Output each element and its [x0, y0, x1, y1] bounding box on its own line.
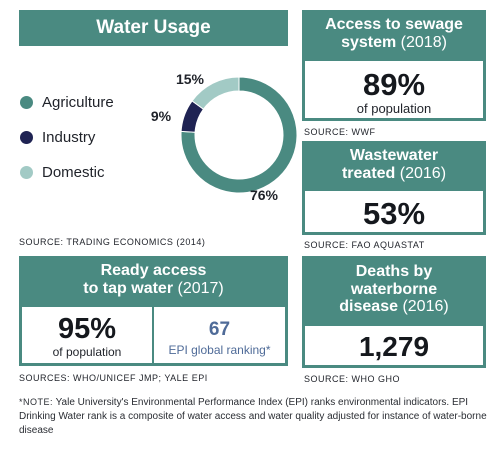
legend-item-domestic: Domestic	[20, 164, 114, 181]
wastewater-value: 53%	[362, 196, 426, 231]
water-usage-header: Water Usage	[19, 10, 288, 46]
tap-water-access-cell: 95% of population	[22, 307, 154, 363]
wastewater-title-main: Wastewater treated	[341, 146, 439, 182]
legend-item-industry: Industry	[20, 129, 114, 146]
tap-water-source: SOURCES: WHO/UNICEF JMP; YALE EPI	[19, 373, 208, 383]
footnote: *NOTE: Yale University's Environmental P…	[19, 395, 487, 438]
wastewater-value-box: 53%	[302, 188, 486, 235]
water-usage-donut-chart: 76% 9% 15%	[151, 71, 298, 203]
tap-water-title-line2: to tap water	[83, 280, 174, 297]
sewage-title: Access to sewage system (2018)	[302, 16, 486, 52]
donut-slice-domestic	[191, 76, 240, 110]
tap-water-ranking-cell: 67 EPI global ranking*	[154, 307, 285, 363]
water-usage-title: Water Usage	[96, 17, 211, 38]
wastewater-title-year: (2016)	[399, 164, 447, 182]
wastewater-source: SOURCE: FAO AQUASTAT	[304, 240, 425, 250]
deaths-value-box: 1,279	[302, 323, 486, 368]
sewage-title-year: (2018)	[400, 34, 447, 51]
deaths-title-line3-wrap: disease (2016)	[339, 298, 448, 316]
tap-water-title: Ready access to tap water (2017)	[83, 262, 224, 298]
wastewater-header: Wastewater treated (2016)	[302, 141, 486, 188]
donut-slice-agriculture	[180, 76, 298, 194]
deaths-title-line1: Deaths by	[355, 262, 433, 280]
legend-swatch-domestic	[20, 166, 33, 179]
tap-water-ranking-label: EPI global ranking*	[168, 343, 271, 357]
legend-swatch-industry	[20, 131, 33, 144]
legend-label-domestic: Domestic	[42, 164, 105, 181]
sewage-sub: of population	[356, 101, 432, 116]
legend-label-agriculture: Agriculture	[42, 94, 114, 111]
deaths-title-line2: waterborne	[350, 280, 438, 298]
tap-water-value: 95%	[57, 313, 117, 345]
deaths-title-line3: disease	[339, 298, 398, 316]
tap-water-title-line2-wrap: to tap water (2017)	[83, 280, 224, 298]
tap-water-title-year: (2017)	[177, 280, 224, 297]
legend-swatch-agriculture	[20, 96, 33, 109]
footnote-text: Yale University's Environmental Performa…	[19, 397, 487, 436]
water-usage-source: SOURCE: TRADING ECONOMICS (2014)	[19, 237, 206, 247]
donut-label-agriculture: 76%	[250, 187, 279, 203]
tap-water-sub: of population	[52, 345, 122, 359]
deaths-header: Deaths by waterborne disease (2016)	[302, 256, 486, 323]
donut-slices	[180, 76, 298, 194]
footnote-prefix: *NOTE:	[19, 397, 54, 407]
tap-water-header: Ready access to tap water (2017)	[19, 256, 288, 304]
deaths-title: Deaths by waterborne disease (2016)	[339, 263, 448, 317]
legend-label-industry: Industry	[42, 129, 96, 146]
donut-label-industry: 9%	[151, 108, 172, 124]
deaths-value: 1,279	[358, 331, 430, 362]
sewage-title-main: Access to sewage system	[325, 16, 463, 51]
sewage-header: Access to sewage system (2018)	[302, 10, 486, 58]
sewage-value: 89%	[362, 67, 426, 102]
deaths-title-year: (2016)	[402, 298, 449, 316]
wastewater-title: Wastewater treated (2016)	[324, 147, 464, 183]
legend-item-agriculture: Agriculture	[20, 94, 114, 111]
deaths-source: SOURCE: WHO GHO	[304, 374, 401, 384]
water-usage-legend: Agriculture Industry Domestic	[20, 94, 114, 181]
tap-water-ranking-value: 67	[208, 319, 231, 340]
donut-label-domestic: 15%	[176, 71, 205, 87]
sewage-value-box: 89% of population	[302, 58, 486, 121]
tap-water-title-line1: Ready access	[100, 262, 207, 280]
sewage-source: SOURCE: WWF	[304, 127, 376, 137]
tap-water-value-box: 95% of population 67 EPI global ranking*	[19, 304, 288, 366]
